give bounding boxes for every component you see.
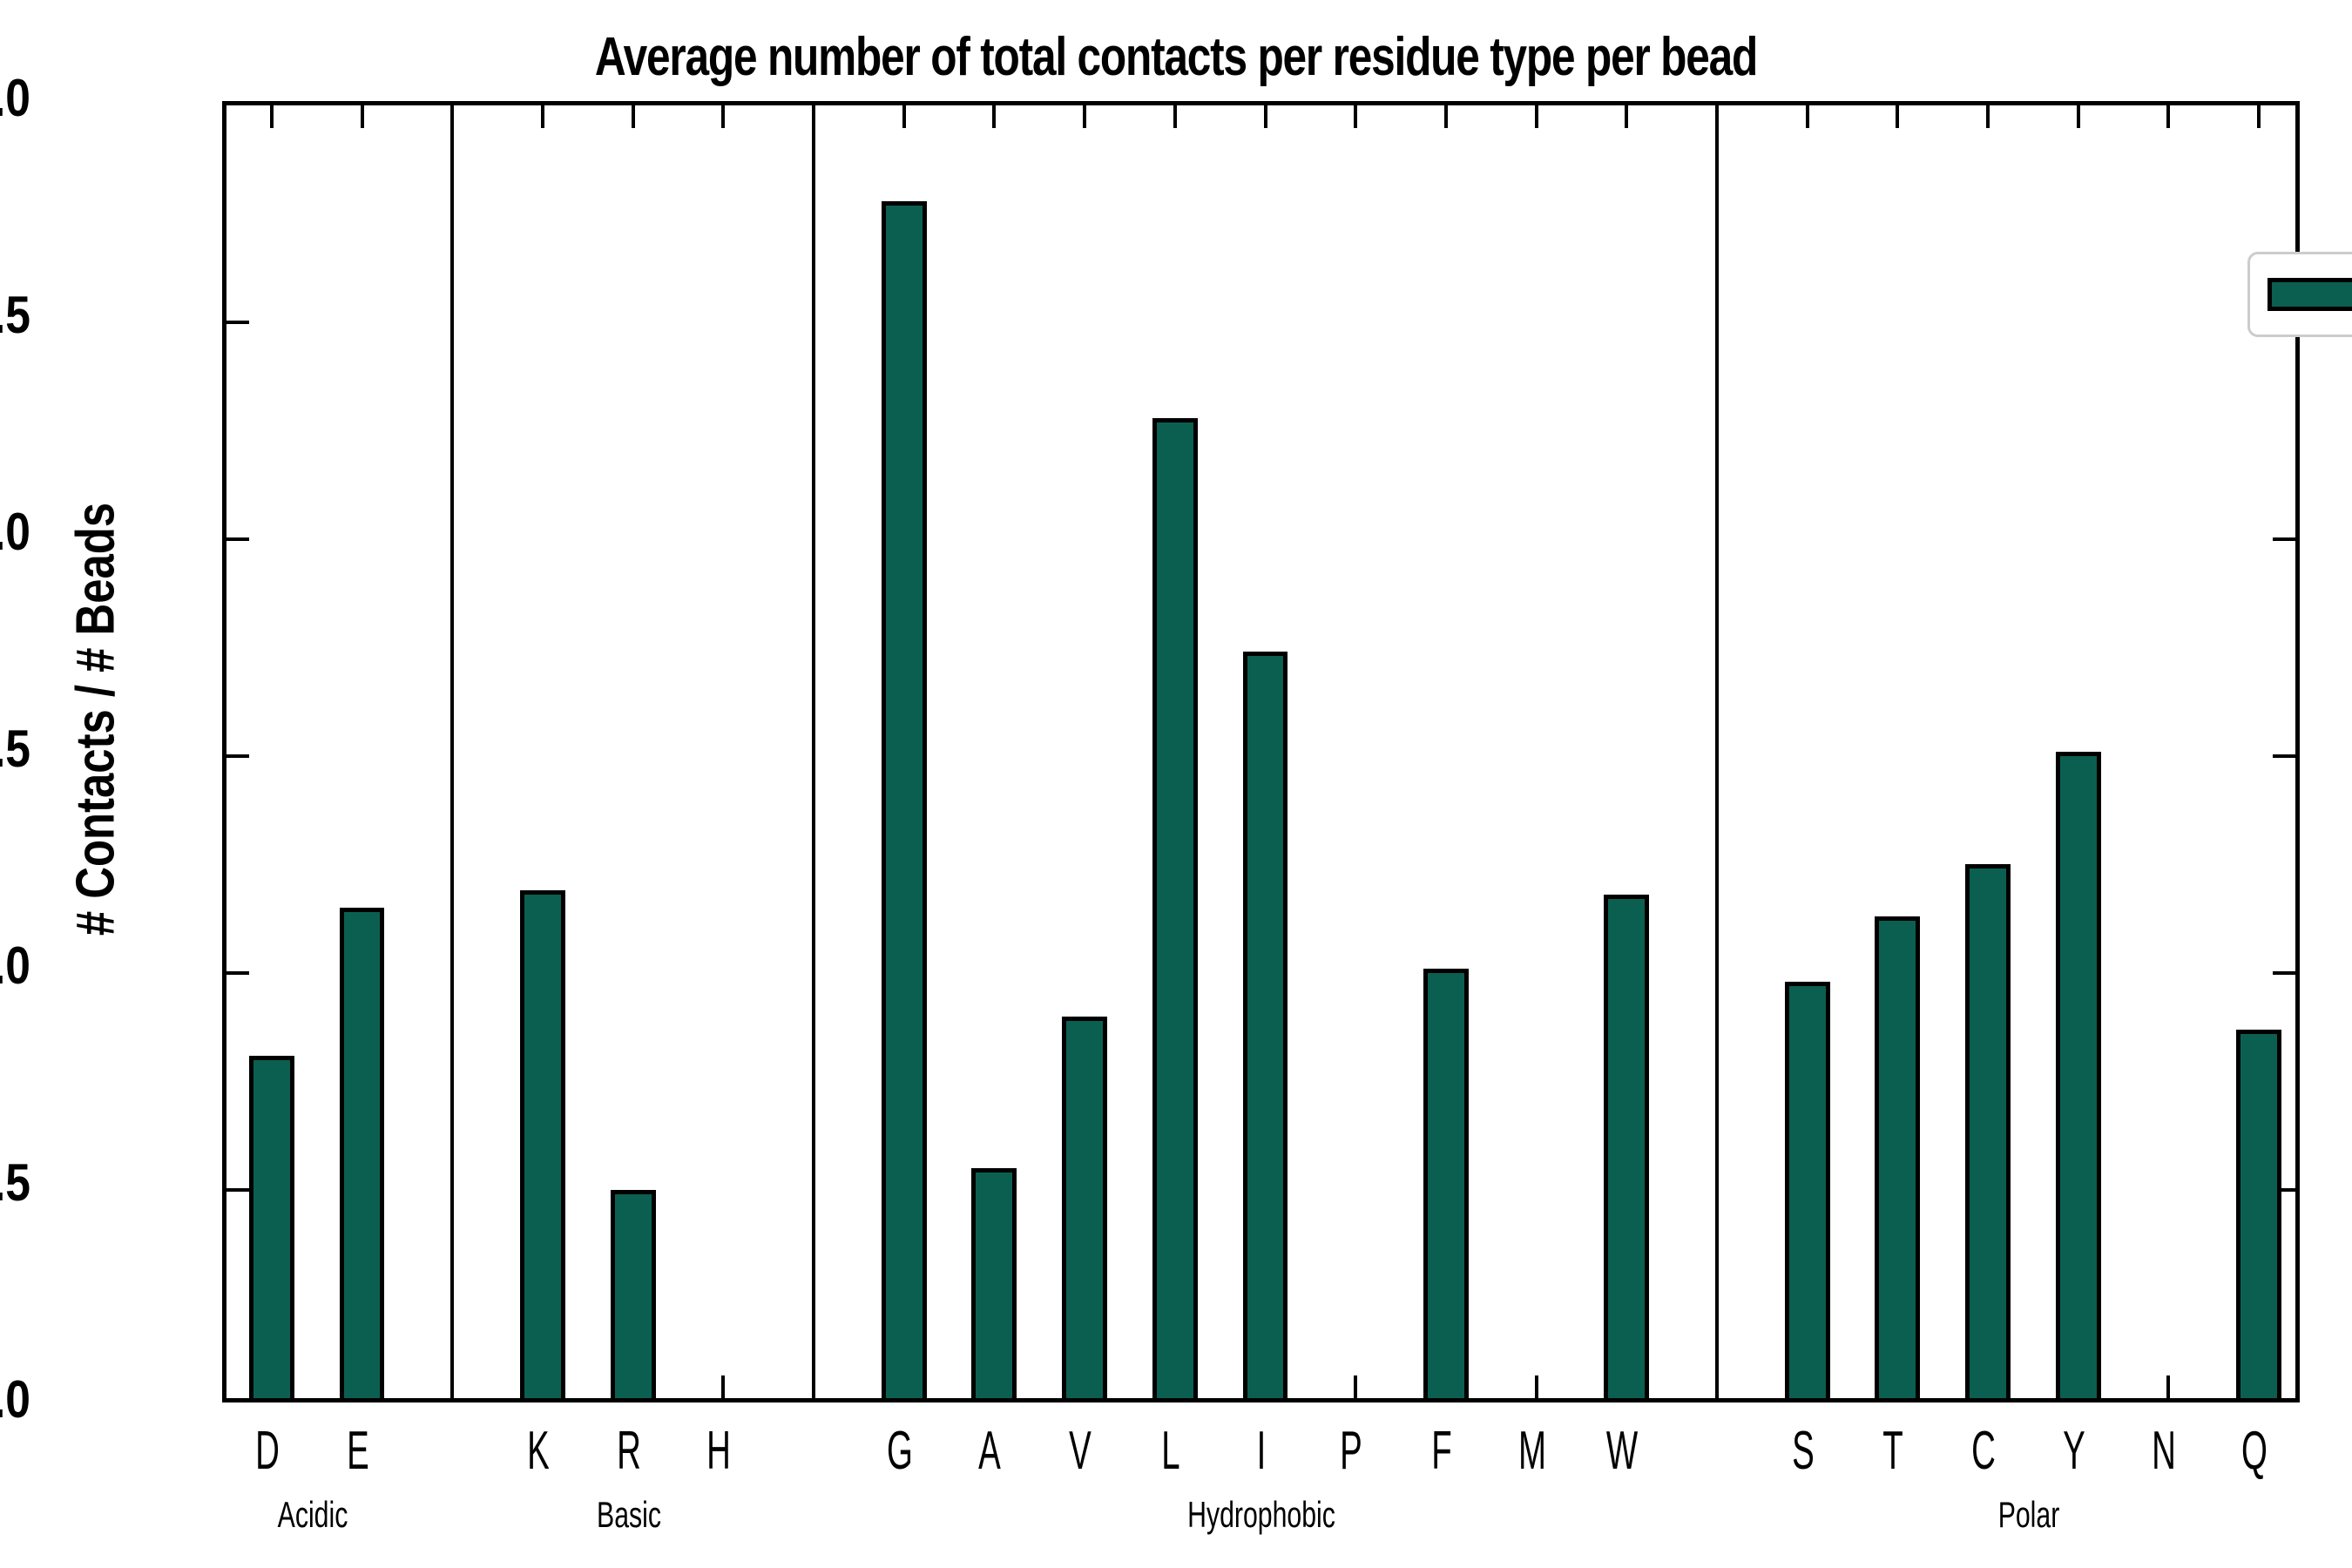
x-tick-top-I — [1263, 105, 1267, 128]
plot-area: POPC — [222, 101, 2352, 1402]
bar-Y[interactable] — [2055, 751, 2101, 1398]
y-tick-label-0.5: 0.5 — [0, 1153, 30, 1212]
bar-R[interactable] — [610, 1189, 656, 1398]
x-tick-top-C — [1986, 105, 1990, 128]
x-tick-top-R — [631, 105, 635, 128]
x-tick-top-H — [721, 105, 726, 128]
bars-layer — [226, 105, 2295, 1398]
y-tick-label-1.5: 1.5 — [0, 720, 30, 778]
x-tick-P — [1354, 1375, 1358, 1398]
x-tick-top-F — [1443, 105, 1448, 128]
x-label-S: S — [1791, 1421, 1815, 1481]
x-label-I: I — [1256, 1421, 1266, 1481]
group-label-acidic: Acidic — [277, 1494, 348, 1535]
x-tick-top-G — [902, 105, 906, 128]
y-tick-label-0.0: 0.0 — [0, 1370, 30, 1429]
x-label-N: N — [2152, 1421, 2177, 1481]
x-tick-top-D — [269, 105, 274, 128]
y-tick-right-1.0 — [2273, 971, 2295, 975]
y-tick-2.0 — [226, 537, 249, 541]
x-label-T: T — [1882, 1421, 1904, 1481]
y-tick-label-2.5: 2.5 — [0, 286, 30, 344]
x-label-D: D — [254, 1421, 280, 1481]
x-label-R: R — [616, 1421, 641, 1481]
bar-E[interactable] — [339, 908, 385, 1398]
x-label-Q: Q — [2241, 1421, 2268, 1481]
bar-C[interactable] — [1965, 864, 2011, 1398]
x-tick-top-Q — [2257, 105, 2261, 128]
bar-A[interactable] — [971, 1168, 1017, 1398]
bar-L[interactable] — [1152, 417, 1198, 1398]
legend[interactable]: POPC — [2247, 252, 2352, 337]
x-label-G: G — [886, 1421, 913, 1481]
x-label-P: P — [1340, 1421, 1363, 1481]
bar-T[interactable] — [1875, 916, 1921, 1398]
bar-F[interactable] — [1423, 968, 1469, 1398]
x-tick-top-N — [2166, 105, 2171, 128]
x-tick-top-A — [992, 105, 997, 128]
y-tick-1.0 — [226, 971, 249, 975]
x-label-V: V — [1069, 1421, 1092, 1481]
group-separator-1 — [812, 105, 816, 1398]
x-tick-H — [721, 1375, 726, 1398]
chart-title: Average number of total contacts per res… — [594, 27, 1758, 87]
group-label-basic: Basic — [596, 1494, 661, 1535]
y-tick-1.5 — [226, 754, 249, 758]
y-tick-label-2.0: 2.0 — [0, 503, 30, 561]
group-separator-0 — [450, 105, 455, 1398]
bar-V[interactable] — [1062, 1016, 1108, 1398]
x-tick-top-S — [1805, 105, 1809, 128]
x-label-E: E — [346, 1421, 369, 1481]
x-tick-top-E — [360, 105, 364, 128]
legend-swatch-popc — [2268, 278, 2352, 311]
x-label-L: L — [1161, 1421, 1180, 1481]
group-label-polar: Polar — [1997, 1494, 2060, 1535]
y-tick-right-1.5 — [2273, 754, 2295, 758]
x-label-A: A — [978, 1421, 1002, 1481]
bar-D[interactable] — [248, 1055, 294, 1398]
x-label-Y: Y — [2062, 1421, 2085, 1481]
bar-K[interactable] — [520, 890, 565, 1398]
x-label-K: K — [527, 1421, 550, 1481]
x-tick-top-T — [1896, 105, 1900, 128]
x-label-F: F — [1431, 1421, 1452, 1481]
bar-S[interactable] — [1784, 981, 1830, 1398]
y-tick-label-3.0: 3.0 — [0, 69, 30, 127]
x-tick-M — [1534, 1375, 1538, 1398]
x-tick-top-K — [540, 105, 544, 128]
x-label-C: C — [1971, 1421, 1996, 1481]
bar-Q[interactable] — [2236, 1029, 2282, 1398]
x-tick-top-L — [1173, 105, 1177, 128]
x-tick-top-W — [1625, 105, 1629, 128]
y-tick-0.5 — [226, 1188, 249, 1192]
x-tick-N — [2166, 1375, 2171, 1398]
x-label-H: H — [706, 1421, 732, 1481]
x-tick-top-M — [1534, 105, 1538, 128]
y-axis-label: # Contacts / # Beads — [65, 502, 126, 936]
group-label-hydrophobic: Hydrophobic — [1186, 1494, 1335, 1535]
bar-G[interactable] — [881, 200, 927, 1398]
y-tick-2.5 — [226, 321, 249, 324]
x-tick-top-V — [1083, 105, 1087, 128]
y-tick-right-0.5 — [2273, 1188, 2295, 1192]
y-tick-label-1.0: 1.0 — [0, 936, 30, 995]
x-label-M: M — [1517, 1421, 1546, 1481]
y-tick-right-2.0 — [2273, 537, 2295, 541]
bar-I[interactable] — [1242, 652, 1288, 1398]
group-separator-2 — [1714, 105, 1719, 1398]
bar-W[interactable] — [1604, 895, 1650, 1398]
x-label-W: W — [1606, 1421, 1639, 1481]
x-tick-top-Y — [2076, 105, 2080, 128]
x-tick-top-P — [1354, 105, 1358, 128]
